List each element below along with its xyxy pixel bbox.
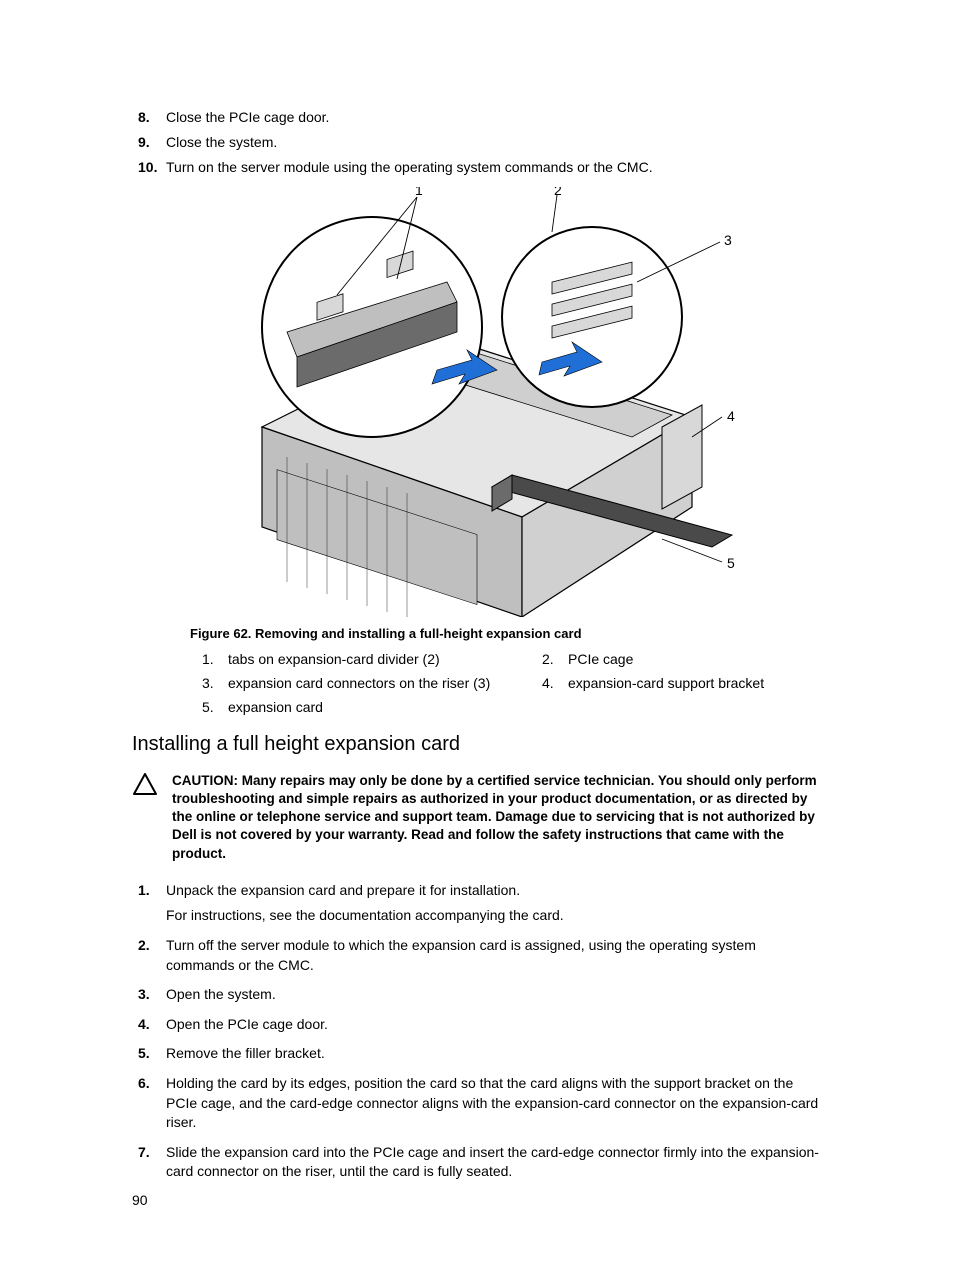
step-text: Remove the filler bracket. (166, 1045, 325, 1061)
step-number: 4. (138, 1015, 150, 1035)
step-text: Turn on the server module using the oper… (166, 159, 653, 175)
step-item: 6. Holding the card by its edges, positi… (166, 1074, 826, 1133)
legend-text: expansion-card support bracket (568, 675, 764, 691)
legend-text: expansion card connectors on the riser (… (228, 675, 542, 691)
legend-num: 3. (202, 675, 228, 691)
step-number: 10. (138, 158, 157, 177)
step-item: 3. Open the system. (166, 985, 826, 1005)
callout-3: 3 (724, 232, 732, 248)
step-subtext: For instructions, see the documentation … (166, 906, 826, 926)
step-text: Turn off the server module to which the … (166, 937, 756, 973)
callout-1: 1 (415, 187, 423, 198)
step-item: 5. Remove the filler bracket. (166, 1044, 826, 1064)
step-text: Open the system. (166, 986, 276, 1002)
legend-row: 1. tabs on expansion-card divider (2) 2.… (202, 651, 826, 667)
legend-row: 3. expansion card connectors on the rise… (202, 675, 826, 691)
legend-row: 5. expansion card (202, 699, 826, 715)
figure-legend: 1. tabs on expansion-card divider (2) 2.… (202, 651, 826, 715)
legend-text: tabs on expansion-card divider (2) (228, 651, 542, 667)
callout-5: 5 (727, 555, 735, 571)
step-item: 9. Close the system. (166, 133, 826, 152)
step-number: 8. (138, 108, 150, 127)
step-item: 8. Close the PCIe cage door. (166, 108, 826, 127)
step-item: 4. Open the PCIe cage door. (166, 1015, 826, 1035)
step-text: Open the PCIe cage door. (166, 1016, 328, 1032)
step-text: Slide the expansion card into the PCIe c… (166, 1144, 819, 1180)
legend-num: 2. (542, 651, 568, 667)
step-text: Close the system. (166, 134, 277, 150)
page-number: 90 (132, 1192, 148, 1208)
legend-num: 1. (202, 651, 228, 667)
legend-text: PCIe cage (568, 651, 633, 667)
top-steps-list: 8. Close the PCIe cage door. 9. Close th… (132, 108, 826, 177)
step-item: 2. Turn off the server module to which t… (166, 936, 826, 975)
step-number: 9. (138, 133, 150, 152)
figure-illustration: 1 2 3 4 5 (192, 187, 752, 617)
figure-caption: Figure 62. Removing and installing a ful… (190, 626, 826, 641)
callout-2: 2 (554, 187, 562, 198)
caution-icon (132, 772, 172, 863)
step-text: Holding the card by its edges, position … (166, 1075, 818, 1130)
figure-62: 1 2 3 4 5 Figure 62. Removing and instal… (132, 187, 826, 715)
callout-4: 4 (727, 408, 735, 424)
step-text: Unpack the expansion card and prepare it… (166, 882, 520, 898)
step-number: 1. (138, 881, 150, 901)
step-item: 7. Slide the expansion card into the PCI… (166, 1143, 826, 1182)
step-number: 6. (138, 1074, 150, 1094)
legend-num: 5. (202, 699, 228, 715)
step-number: 5. (138, 1044, 150, 1064)
legend-text: expansion card (228, 699, 542, 715)
step-item: 1. Unpack the expansion card and prepare… (166, 881, 826, 926)
section-title: Installing a full height expansion card (132, 733, 826, 756)
caution-block: CAUTION: Many repairs may only be done b… (132, 772, 826, 863)
step-number: 3. (138, 985, 150, 1005)
step-item: 10. Turn on the server module using the … (166, 158, 826, 177)
caution-text: CAUTION: Many repairs may only be done b… (172, 772, 826, 863)
install-steps-list: 1. Unpack the expansion card and prepare… (132, 881, 826, 1182)
step-number: 2. (138, 936, 150, 956)
legend-num: 4. (542, 675, 568, 691)
step-number: 7. (138, 1143, 150, 1163)
step-text: Close the PCIe cage door. (166, 109, 329, 125)
